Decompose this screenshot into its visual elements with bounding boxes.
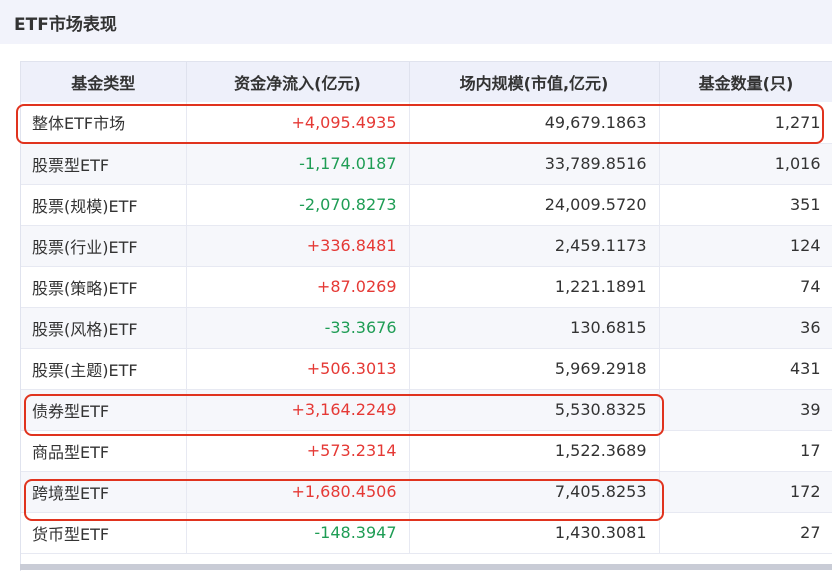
cell-fund-count: 1,016 (659, 143, 832, 185)
column-header-fund-count[interactable]: 基金数量(只) (659, 62, 832, 102)
cell-market-scale: 1,430.3081 (409, 512, 660, 554)
cell-fund-type: 商品型ETF (21, 430, 187, 472)
cell-market-scale: 5,969.2918 (409, 348, 660, 390)
cell-fund-count: 351 (659, 184, 832, 226)
column-header-net-inflow[interactable]: 资金净流入(亿元) (186, 62, 410, 102)
cell-net-inflow: +3,164.2249 (186, 389, 410, 431)
cell-net-inflow: +87.0269 (186, 266, 410, 308)
cell-fund-type: 股票(风格)ETF (21, 307, 187, 349)
cell-net-inflow: -2,070.8273 (186, 184, 410, 226)
table-row[interactable]: 跨境型ETF +1,680.4506 7,405.8253 172 (21, 471, 832, 513)
cell-net-inflow: +1,680.4506 (186, 471, 410, 513)
table-row[interactable]: 债券型ETF +3,164.2249 5,530.8325 39 (21, 389, 832, 431)
cell-net-inflow: -148.3947 (186, 512, 410, 554)
cell-market-scale: 5,530.8325 (409, 389, 660, 431)
cell-fund-type: 股票(策略)ETF (21, 266, 187, 308)
cell-fund-count: 431 (659, 348, 832, 390)
cell-fund-count: 172 (659, 471, 832, 513)
table-row[interactable]: 整体ETF市场 +4,095.4935 49,679.1863 1,271 (21, 102, 832, 144)
table-row[interactable]: 股票(行业)ETF +336.8481 2,459.1173 124 (21, 225, 832, 267)
cell-fund-count: 17 (659, 430, 832, 472)
column-header-market-scale[interactable]: 场内规模(市值,亿元) (409, 62, 660, 102)
etf-performance-table: 基金类型 资金净流入(亿元) 场内规模(市值,亿元) 基金数量(只) 整体ETF… (21, 62, 832, 554)
cell-fund-type: 股票(规模)ETF (21, 184, 187, 226)
cell-net-inflow: +4,095.4935 (186, 102, 410, 144)
cell-market-scale: 7,405.8253 (409, 471, 660, 513)
cell-market-scale: 1,221.1891 (409, 266, 660, 308)
etf-table-container: 基金类型 资金净流入(亿元) 场内规模(市值,亿元) 基金数量(只) 整体ETF… (20, 61, 832, 571)
cell-fund-type: 货币型ETF (21, 512, 187, 554)
cell-net-inflow: +506.3013 (186, 348, 410, 390)
section-header: ETF市场表现 (0, 0, 832, 44)
cell-market-scale: 49,679.1863 (409, 102, 660, 144)
table-row[interactable]: 股票(风格)ETF -33.3676 130.6815 36 (21, 307, 832, 349)
table-row[interactable]: 股票(主题)ETF +506.3013 5,969.2918 431 (21, 348, 832, 390)
cell-fund-count: 27 (659, 512, 832, 554)
cell-fund-count: 1,271 (659, 102, 832, 144)
cell-market-scale: 130.6815 (409, 307, 660, 349)
cell-net-inflow: -33.3676 (186, 307, 410, 349)
cell-fund-type: 跨境型ETF (21, 471, 187, 513)
cell-fund-count: 36 (659, 307, 832, 349)
cell-fund-count: 124 (659, 225, 832, 267)
column-header-fund-type[interactable]: 基金类型 (21, 62, 187, 102)
cell-fund-type: 股票(主题)ETF (21, 348, 187, 390)
cell-fund-count: 74 (659, 266, 832, 308)
table-header-row: 基金类型 资金净流入(亿元) 场内规模(市值,亿元) 基金数量(只) (21, 62, 832, 102)
cell-net-inflow: -1,174.0187 (186, 143, 410, 185)
table-row[interactable]: 商品型ETF +573.2314 1,522.3689 17 (21, 430, 832, 472)
cell-net-inflow: +336.8481 (186, 225, 410, 267)
cell-fund-type: 股票(行业)ETF (21, 225, 187, 267)
cell-fund-type: 整体ETF市场 (21, 102, 187, 144)
cell-market-scale: 33,789.8516 (409, 143, 660, 185)
cell-market-scale: 24,009.5720 (409, 184, 660, 226)
cell-market-scale: 2,459.1173 (409, 225, 660, 267)
cell-market-scale: 1,522.3689 (409, 430, 660, 472)
table-row[interactable]: 股票(规模)ETF -2,070.8273 24,009.5720 351 (21, 184, 832, 226)
cell-fund-count: 39 (659, 389, 832, 431)
horizontal-scrollbar[interactable] (20, 564, 832, 570)
table-row[interactable]: 货币型ETF -148.3947 1,430.3081 27 (21, 512, 832, 554)
section-title: ETF市场表现 (14, 14, 117, 35)
table-body: 整体ETF市场 +4,095.4935 49,679.1863 1,271 股票型ETF… (21, 102, 832, 554)
cell-fund-type: 债券型ETF (21, 389, 187, 431)
cell-fund-type: 股票型ETF (21, 143, 187, 185)
table-row[interactable]: 股票型ETF -1,174.0187 33,789.8516 1,016 (21, 143, 832, 185)
cell-net-inflow: +573.2314 (186, 430, 410, 472)
table-row[interactable]: 股票(策略)ETF +87.0269 1,221.1891 74 (21, 266, 832, 308)
